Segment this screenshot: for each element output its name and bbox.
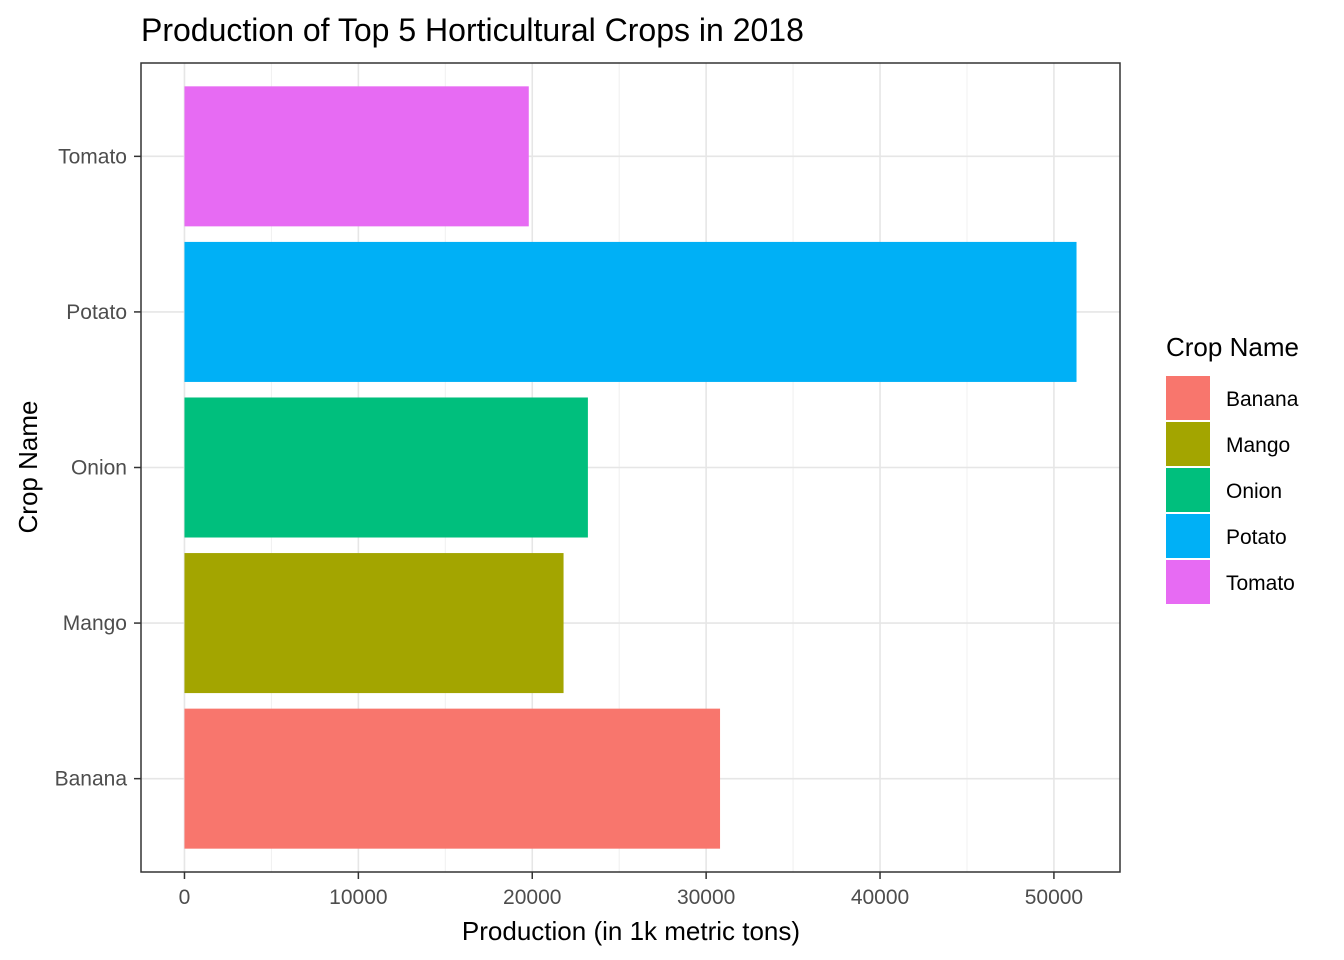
bar-tomato xyxy=(184,86,529,227)
y-tick-label: Tomato xyxy=(58,145,127,168)
x-axis-title: Production (in 1k metric tons) xyxy=(462,916,800,946)
y-tick-label: Mango xyxy=(63,612,127,635)
legend-swatch-banana xyxy=(1166,376,1210,420)
legend-label: Tomato xyxy=(1226,572,1295,595)
x-tick-label: 20000 xyxy=(503,886,561,909)
legend-label: Onion xyxy=(1226,480,1282,503)
x-axis: 0 10000 20000 30000 40000 50000 xyxy=(179,872,1083,909)
legend-label: Banana xyxy=(1226,388,1299,411)
legend: Crop Name Banana Mango Onion Potato Tomato xyxy=(1166,332,1299,604)
legend-title: Crop Name xyxy=(1166,332,1299,362)
x-tick-label: 50000 xyxy=(1025,886,1083,909)
y-tick-label: Banana xyxy=(55,768,128,791)
x-tick-label: 10000 xyxy=(329,886,387,909)
legend-swatch-onion xyxy=(1166,468,1210,512)
bar-potato xyxy=(184,241,1077,382)
legend-swatch-mango xyxy=(1166,422,1210,466)
x-tick-label: 40000 xyxy=(851,886,909,909)
y-axis: Banana Mango Onion Potato Tomato xyxy=(55,145,141,791)
y-axis-title: Crop Name xyxy=(13,401,43,534)
chart-title: Production of Top 5 Horticultural Crops … xyxy=(141,12,804,48)
y-tick-label: Onion xyxy=(71,457,127,480)
y-tick-label: Potato xyxy=(66,301,127,324)
bars xyxy=(184,86,1077,849)
x-tick-label: 30000 xyxy=(677,886,735,909)
legend-swatch-tomato xyxy=(1166,560,1210,604)
bar-onion xyxy=(184,397,588,538)
legend-label: Mango xyxy=(1226,434,1290,457)
legend-label: Potato xyxy=(1226,526,1287,549)
legend-swatch-potato xyxy=(1166,514,1210,558)
bar-mango xyxy=(184,553,564,694)
bar-banana xyxy=(184,708,721,849)
x-tick-label: 0 xyxy=(179,886,191,909)
